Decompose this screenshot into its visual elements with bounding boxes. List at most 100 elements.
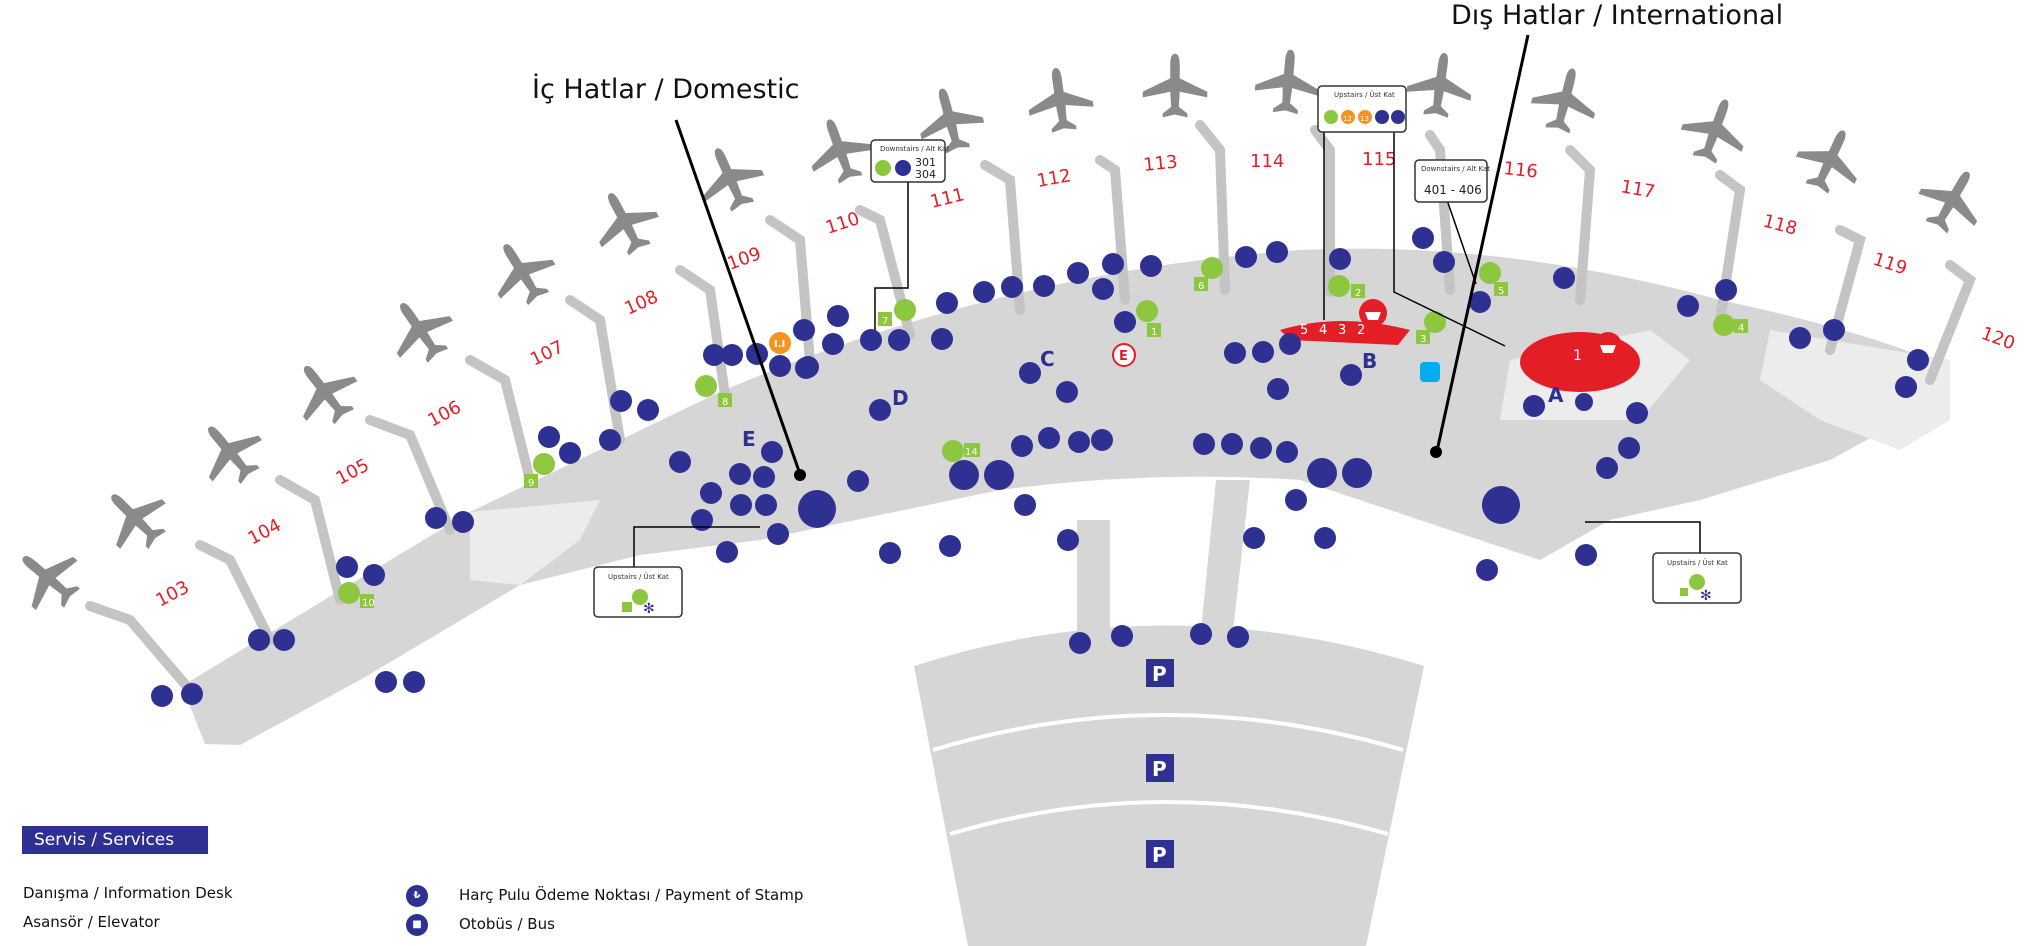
cafe-number: 7 (882, 316, 888, 327)
escalator-icon (1057, 529, 1079, 551)
luggage-icon (1575, 544, 1597, 566)
pier-d-label: D (892, 386, 909, 410)
cafe-number-badge (718, 393, 732, 407)
baggage-icon (1596, 457, 1618, 479)
cafe-icon (695, 375, 717, 397)
gate-105: 105 (332, 455, 372, 490)
wc-icon (793, 319, 815, 341)
telephone-icon (1412, 227, 1434, 249)
pier-a-label: A (1548, 383, 1564, 407)
stamp-payment-icon (1276, 441, 1298, 463)
escalator-icon (1250, 437, 1272, 459)
wc-icon (273, 629, 295, 651)
gate-107: 107 (527, 337, 567, 371)
svg-text:Upstairs / Üst Kat: Upstairs / Üst Kat (608, 572, 669, 581)
wc-icon (721, 344, 743, 366)
gate-118: 118 (1761, 211, 1800, 240)
accessible-icon (1715, 279, 1737, 301)
mail-icon (1011, 435, 1033, 457)
escalator-icon (1069, 632, 1091, 654)
wc-icon (1033, 275, 1055, 297)
accessible-icon (1907, 349, 1929, 371)
checkin-k-icon (599, 429, 621, 451)
gate-106: 106 (424, 397, 464, 432)
baggage-icon (700, 482, 722, 504)
callout-upstairs-international: Upstairs / Üst Kat ✻ (1652, 552, 1742, 604)
accessible-icon (610, 390, 632, 412)
plane-icon (1526, 60, 1605, 139)
plane-icon (477, 227, 567, 316)
gate-110: 110 (823, 208, 862, 239)
callout-downstairs-116: Downstairs / Alt Kat 401 - 406 (1414, 159, 1490, 203)
plane-icon (375, 285, 465, 375)
accessible-icon (425, 507, 447, 529)
payment-icon (1221, 433, 1243, 455)
info-desk-icon (1056, 381, 1078, 403)
plane-icon (1023, 63, 1097, 136)
wc-icon (363, 564, 385, 586)
atm-icon (1091, 429, 1113, 451)
checkin-c-icon (822, 333, 844, 355)
domestic-section-label: İç Hatlar / Domestic (532, 74, 800, 105)
cafe-number-badge (878, 312, 892, 326)
accessible-icon (403, 671, 425, 693)
cafe-number: 14 (965, 447, 978, 458)
first-aid-icon (1092, 278, 1114, 300)
pier-e-label: E (742, 427, 756, 451)
plane-icon (581, 178, 669, 265)
cafe-number: 10 (362, 598, 375, 609)
stamp-payment-icon: ₺ (406, 885, 428, 907)
checkin-a-icon (761, 441, 783, 463)
checkin-t-icon (729, 463, 751, 485)
svg-text:304: 304 (915, 168, 936, 181)
security-icon (767, 523, 789, 545)
wc-icon (1433, 251, 1455, 273)
plane-icon (1253, 47, 1323, 117)
pier-c-label: C (1040, 347, 1055, 371)
plane-icon (798, 108, 882, 191)
escalator-icon (1469, 291, 1491, 313)
escalator-icon (797, 356, 819, 378)
cafe-number-badge (964, 443, 980, 457)
svg-text:E: E (1119, 349, 1128, 364)
svg-text:Upstairs / Üst Kat: Upstairs / Üst Kat (1667, 558, 1728, 567)
wc-icon (936, 292, 958, 314)
svg-text:Downstairs / Alt Kat: Downstairs / Alt Kat (1421, 165, 1490, 173)
telephone-icon (538, 426, 560, 448)
plane-icon (1908, 155, 1997, 244)
plane-icon (279, 346, 370, 437)
cafe-number-badge (1734, 319, 1748, 333)
plane-icon (2, 532, 93, 623)
taxi-icon (1476, 559, 1498, 581)
telephone-icon (1823, 319, 1845, 341)
luggage-icon (716, 541, 738, 563)
wc-icon (1279, 333, 1301, 355)
cafe-number-badge (1194, 277, 1208, 291)
checkin-d-icon (730, 494, 752, 516)
plane-icon (1403, 48, 1477, 121)
baggage-icon (860, 329, 882, 351)
exchange-icon (1420, 362, 1440, 382)
gate-109: 109 (725, 243, 764, 274)
cafe-number: 2 (1355, 288, 1361, 299)
cafe-number: 4 (1738, 323, 1744, 334)
prayer-room-icon (769, 332, 791, 354)
international-section-label: Dış Hatlar / International (1451, 0, 1784, 31)
legend-item-elevator: Asansör / Elevator (23, 913, 160, 931)
terminal-building (182, 248, 1940, 746)
mail-icon (973, 281, 995, 303)
duty-free-number: 5 (1300, 323, 1308, 338)
plane-icon (184, 406, 275, 497)
escalator-icon (1227, 626, 1249, 648)
parking-sign: P (1146, 754, 1174, 782)
checkin-c-icon (769, 355, 791, 377)
plane-icon (687, 135, 773, 220)
gate-111: 111 (928, 184, 966, 213)
wc-icon (637, 399, 659, 421)
svg-text:✻: ✻ (1700, 588, 1712, 604)
wc-icon (1553, 267, 1575, 289)
wc-icon (669, 451, 691, 473)
telephone-icon (1523, 395, 1545, 417)
parking-sign: P (1146, 659, 1174, 687)
